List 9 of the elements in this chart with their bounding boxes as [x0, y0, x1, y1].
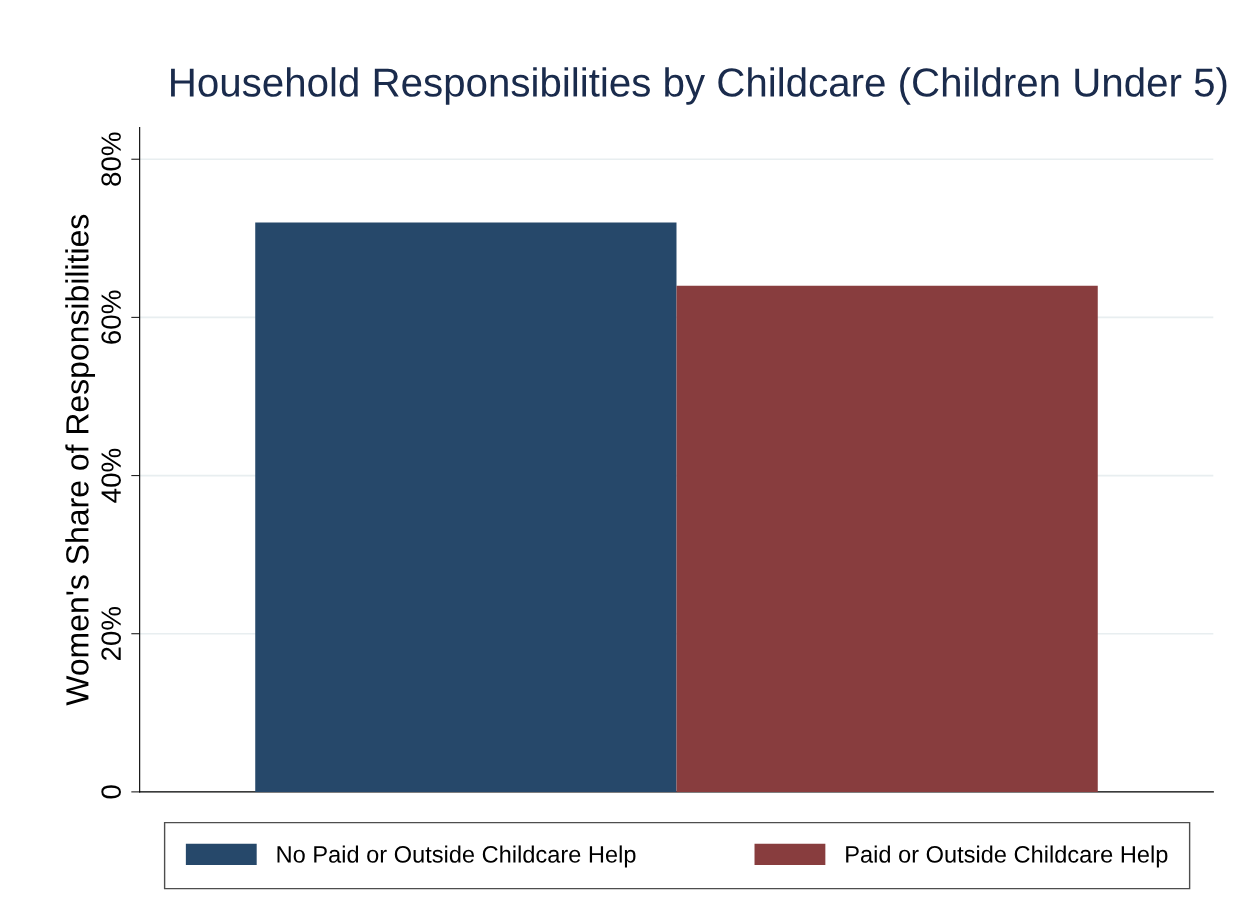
- chart-title: Household Responsibilities by Childcare (Children Under 5): [171, 67, 1227, 105]
- y-tick-label: 40%: [101, 448, 121, 503]
- y-tick-label: 80%: [101, 132, 121, 186]
- y-tick-label: 20%: [101, 606, 121, 661]
- y-tick-label: 0: [101, 785, 121, 799]
- legend-label: No Paid or Outside Childcare Help: [277, 845, 636, 868]
- y-tick-label: 60%: [101, 290, 121, 344]
- legend-label: Paid or Outside Childcare Help: [846, 845, 1168, 868]
- y-axis-title: Women's Share of Responsibilities: [65, 214, 96, 706]
